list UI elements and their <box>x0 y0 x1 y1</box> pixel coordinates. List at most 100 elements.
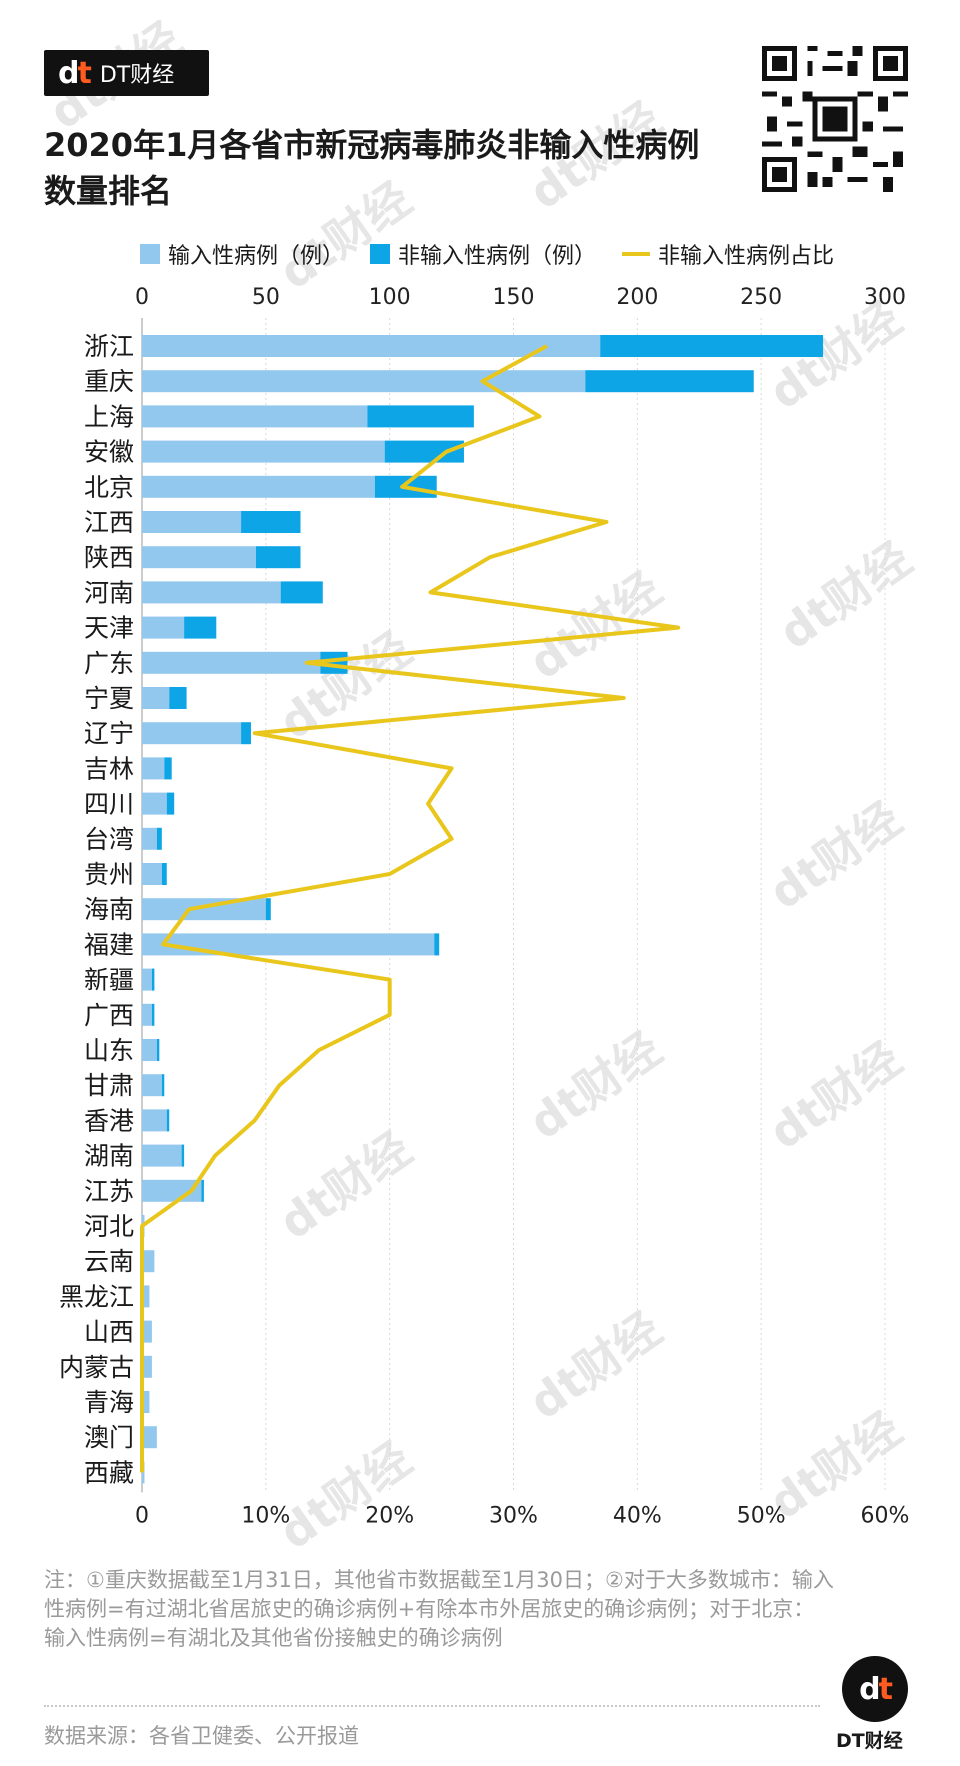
top-axis-tick-label: 250 <box>740 285 782 310</box>
badge-brand-name: DT财经 <box>836 1730 903 1752</box>
legend-label-imported: 输入性病例（例） <box>168 244 345 269</box>
category-label: 新疆 <box>84 966 134 995</box>
category-label: 内蒙古 <box>59 1353 134 1382</box>
bar-imported <box>142 405 368 428</box>
bar-local <box>166 1109 170 1132</box>
category-label: 天津 <box>84 614 134 643</box>
category-label: 重庆 <box>84 367 134 396</box>
bar-imported <box>142 1391 150 1413</box>
category-label: 山东 <box>84 1036 134 1065</box>
ratio-line <box>140 344 681 1473</box>
bar-imported <box>142 1320 152 1343</box>
category-label: 湖南 <box>84 1142 134 1171</box>
top-axis-tick-label: 200 <box>616 285 658 310</box>
bottom-axis-tick-label: 60% <box>861 1503 910 1528</box>
top-axis-tick-label: 150 <box>493 285 535 310</box>
bar-imported <box>142 933 435 956</box>
legend-label-ratio: 非输入性病例占比 <box>658 244 835 269</box>
bottom-axis-tick-label: 20% <box>365 1503 414 1528</box>
qr-code-icon <box>762 46 908 192</box>
bar-imported <box>142 1426 157 1449</box>
bar-local <box>156 827 162 850</box>
bar-imported <box>142 1039 157 1061</box>
bar-imported <box>142 1285 150 1308</box>
category-label: 云南 <box>84 1247 134 1276</box>
bar-imported <box>142 475 375 498</box>
category-label: 青海 <box>84 1388 134 1417</box>
legend-swatch-imported <box>140 244 160 264</box>
bar-local <box>585 370 754 393</box>
category-label: 浙江 <box>84 332 134 361</box>
category-label: 广东 <box>84 649 134 678</box>
bottom-axis-tick-label: 40% <box>613 1503 662 1528</box>
bar-local <box>265 898 271 921</box>
bar-imported <box>142 546 256 569</box>
bar-local <box>166 792 175 815</box>
category-label: 宁夏 <box>84 684 134 713</box>
bar-imported <box>142 511 242 533</box>
bar-imported <box>142 651 321 674</box>
category-label: 四川 <box>84 790 134 819</box>
bar-imported <box>142 335 601 357</box>
top-axis-tick-label: 0 <box>135 285 149 310</box>
bottom-axis-tick-label: 50% <box>737 1503 786 1528</box>
legend-item-ratio: 非输入性病例占比 <box>622 238 834 270</box>
bar-imported <box>142 687 170 709</box>
category-label: 江苏 <box>84 1177 134 1206</box>
bar-imported <box>142 370 586 393</box>
category-label: 上海 <box>84 402 134 431</box>
bottom-axis-tick-label: 10% <box>241 1503 290 1528</box>
chart-footnote: 注：①重庆数据截至1月31日，其他省市数据截至1月30日；②对于大多数城市：输入… <box>44 1568 834 1650</box>
category-label: 福建 <box>84 930 134 959</box>
legend-label-local: 非输入性病例（例） <box>398 244 597 269</box>
category-label: 广西 <box>84 1001 134 1030</box>
top-axis-tick-label: 100 <box>369 285 411 310</box>
bar-imported <box>142 898 266 921</box>
bar-local <box>434 933 440 956</box>
category-label: 河北 <box>84 1212 134 1241</box>
chart-legend: 输入性病例（例） 非输入性病例（例） 非输入性病例占比 <box>140 238 860 270</box>
bar-local <box>151 1003 155 1026</box>
category-label: 吉林 <box>84 754 134 783</box>
category-label: 贵州 <box>84 860 134 889</box>
bar-local <box>367 405 474 428</box>
category-label: 北京 <box>84 473 134 502</box>
category-label: 台湾 <box>84 825 134 854</box>
bar-local <box>201 1179 204 1202</box>
bar-local <box>161 1074 165 1097</box>
bar-imported <box>142 827 157 850</box>
bottom-axis-tick-label: 0 <box>135 1503 149 1528</box>
category-label: 江西 <box>84 508 134 537</box>
bar-imported <box>142 863 162 885</box>
bar-imported <box>142 581 281 604</box>
bar-line-chart: 0 50 100 150 200 250 300 0 10% 20% 30% 40% 50% 60% 浙江重… <box>59 285 910 1528</box>
bar-imported <box>142 1003 152 1026</box>
bar-local <box>164 757 172 780</box>
bar-imported <box>142 616 185 639</box>
bar-local <box>156 1039 160 1061</box>
legend-item-local: 非输入性病例（例） <box>370 238 596 270</box>
bar-local <box>184 616 217 639</box>
bar-local <box>151 968 155 991</box>
bar-local <box>241 511 301 533</box>
bar-local <box>161 863 167 885</box>
bar-imported <box>142 1250 155 1273</box>
category-label: 河南 <box>84 578 134 607</box>
category-label: 海南 <box>84 895 134 924</box>
legend-line-ratio <box>622 252 651 256</box>
legend-item-imported: 输入性病例（例） <box>140 238 344 270</box>
bar-local <box>384 440 464 463</box>
bar-imported <box>142 1074 162 1097</box>
top-axis-tick-label: 300 <box>864 285 906 310</box>
legend-swatch-local <box>370 244 391 264</box>
bar-imported <box>142 440 385 463</box>
category-label: 西藏 <box>84 1458 134 1487</box>
category-label: 安徽 <box>84 438 134 467</box>
category-label: 陕西 <box>84 543 134 572</box>
category-label: 辽宁 <box>84 719 134 748</box>
category-label: 香港 <box>84 1106 134 1135</box>
category-label: 山西 <box>84 1318 134 1347</box>
category-label: 黑龙江 <box>59 1282 134 1311</box>
divider <box>44 1705 820 1707</box>
category-label: 甘肃 <box>84 1071 134 1100</box>
